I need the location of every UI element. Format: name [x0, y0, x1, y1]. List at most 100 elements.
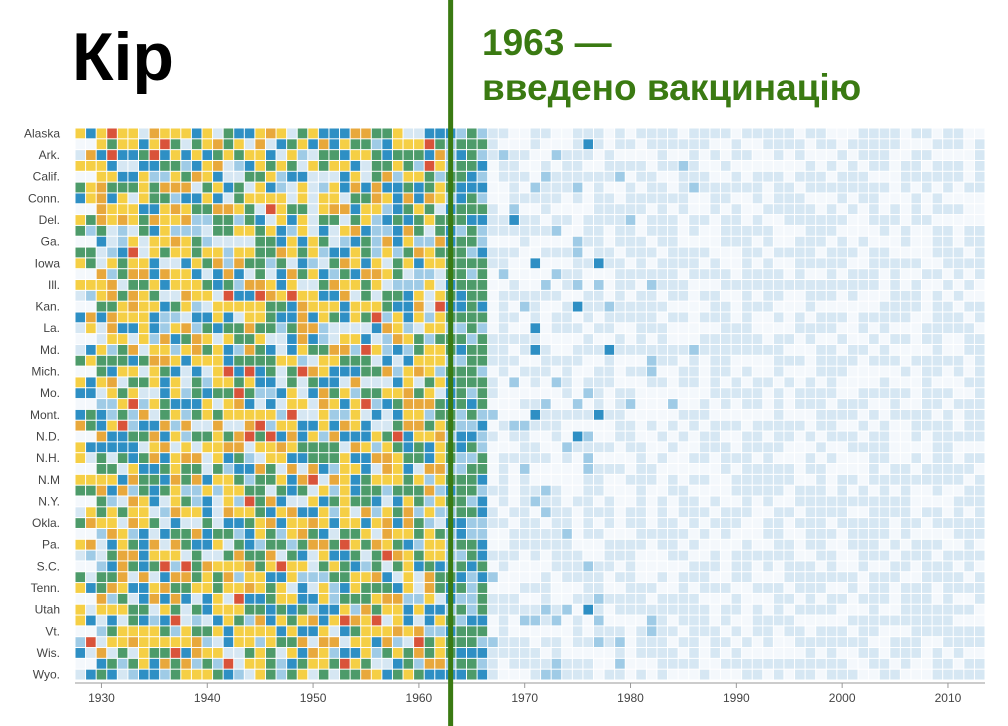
heatmap-cell [318, 204, 329, 215]
heatmap-cell [763, 355, 773, 366]
heatmap-cell [276, 377, 287, 388]
heatmap-cell [213, 204, 223, 215]
heatmap-cell [160, 193, 170, 204]
heatmap-cell [932, 269, 943, 280]
heatmap-cell [752, 648, 763, 658]
heatmap-cell [826, 572, 837, 583]
heatmap-cell [414, 193, 424, 204]
heatmap-cell [742, 215, 752, 225]
heatmap-cell [953, 312, 964, 323]
heatmap-cell [234, 453, 244, 464]
heatmap-cell [191, 355, 202, 366]
heatmap-cell [340, 637, 350, 648]
heatmap-cell [160, 215, 170, 225]
heatmap-cell [668, 182, 678, 193]
heatmap-cell [382, 442, 392, 453]
heatmap-cell [392, 160, 403, 171]
heatmap-cell [467, 442, 477, 453]
heatmap-cell [911, 615, 922, 626]
heatmap-cell [371, 669, 382, 680]
state-label: N.M [38, 473, 60, 487]
heatmap-cell [160, 280, 170, 290]
heatmap-cell [329, 658, 340, 669]
heatmap-cell [213, 648, 223, 658]
heatmap-cell [953, 442, 964, 453]
heatmap-cell [847, 171, 858, 182]
heatmap-cell [710, 160, 720, 171]
heatmap-cell [519, 247, 530, 258]
heatmap-cell [816, 366, 826, 377]
heatmap-cell [858, 290, 869, 301]
heatmap-cell [731, 269, 742, 280]
heatmap-cell [138, 171, 149, 182]
heatmap-cell [414, 150, 424, 160]
heatmap-cell [837, 258, 847, 269]
heatmap-cell [816, 528, 826, 539]
heatmap-cell [276, 160, 287, 171]
heatmap-cell [837, 366, 847, 377]
heatmap-cell [731, 312, 742, 323]
heatmap-cell [382, 182, 392, 193]
heatmap-cell [847, 615, 858, 626]
heatmap-cell [255, 593, 265, 604]
heatmap-cell [953, 518, 964, 528]
heatmap-cell [361, 561, 371, 572]
heatmap-cell [953, 420, 964, 431]
heatmap-cell [160, 236, 170, 247]
heatmap-cell [689, 648, 699, 658]
heatmap-cell [699, 247, 710, 258]
heatmap-cell [276, 290, 287, 301]
heatmap-cell [138, 150, 149, 160]
heatmap-cell [879, 399, 890, 409]
heatmap-cell [890, 593, 900, 604]
heatmap-cell [742, 323, 752, 334]
x-tick-label: 1960 [406, 691, 433, 705]
heatmap-cell [308, 247, 318, 258]
heatmap-cell [826, 637, 837, 648]
heatmap-cell [731, 334, 742, 344]
heatmap-cell [467, 280, 477, 290]
heatmap-cell [932, 182, 943, 193]
heatmap-cell [170, 658, 181, 669]
heatmap-cell [731, 388, 742, 399]
heatmap-cell [488, 496, 498, 507]
heatmap-cell [170, 604, 181, 615]
heatmap-cell [795, 366, 805, 377]
heatmap-cell [75, 550, 86, 561]
heatmap-cell [340, 312, 350, 323]
heatmap-cell [795, 150, 805, 160]
heatmap-cell [181, 193, 191, 204]
heatmap-cell [636, 507, 646, 518]
heatmap-cell [160, 366, 170, 377]
heatmap-cell [816, 453, 826, 464]
heatmap-cell [519, 539, 530, 550]
heatmap-cell [202, 409, 213, 420]
heatmap-cell [382, 637, 392, 648]
heatmap-cell [604, 225, 615, 236]
heatmap-cell [509, 377, 519, 388]
heatmap-cell [467, 344, 477, 355]
heatmap-cell [657, 193, 668, 204]
heatmap-cell [943, 399, 953, 409]
heatmap-cell [720, 626, 731, 637]
heatmap-cell [551, 225, 562, 236]
heatmap-cell [816, 269, 826, 280]
heatmap-cell [922, 583, 932, 593]
heatmap-cell [107, 464, 117, 474]
heatmap-cell [213, 139, 223, 150]
heatmap-cell [668, 561, 678, 572]
heatmap-cell [350, 420, 361, 431]
heatmap-cell [86, 344, 96, 355]
heatmap-cell [202, 139, 213, 150]
heatmap-cell [361, 225, 371, 236]
heatmap-cell [160, 658, 170, 669]
heatmap-cell [340, 658, 350, 669]
heatmap-cell [974, 658, 985, 669]
heatmap-cell [668, 615, 678, 626]
heatmap-cell [382, 366, 392, 377]
heatmap-cell [847, 150, 858, 160]
heatmap-cell [668, 247, 678, 258]
heatmap-cell [847, 464, 858, 474]
heatmap-cell [244, 215, 255, 225]
heatmap-cell [519, 171, 530, 182]
